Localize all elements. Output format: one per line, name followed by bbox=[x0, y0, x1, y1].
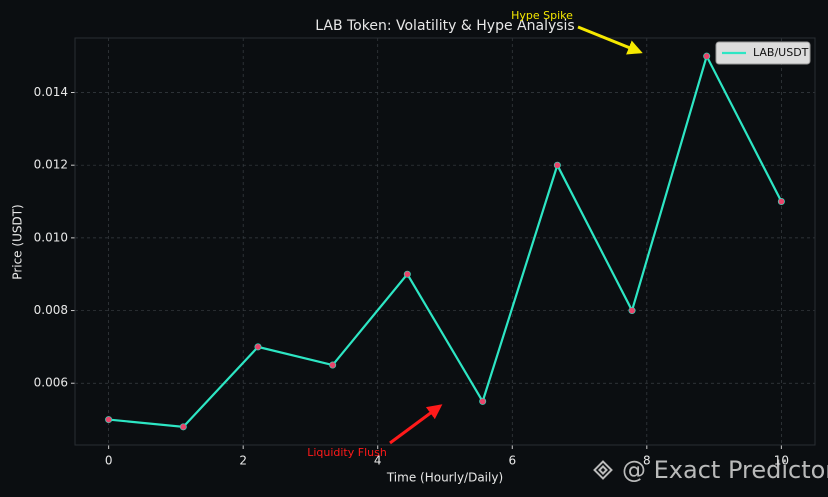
x-tick-label: 4 bbox=[374, 454, 382, 468]
point bbox=[777, 198, 785, 206]
x-tick-label: 2 bbox=[239, 454, 247, 468]
y-tick-label: 0.010 bbox=[34, 230, 68, 244]
point bbox=[553, 161, 561, 169]
y-tick-label: 0.008 bbox=[34, 303, 68, 317]
point bbox=[479, 397, 487, 405]
watermark-icon bbox=[593, 460, 613, 480]
annotation-text: Liquidity Flush bbox=[307, 446, 387, 459]
legend-box bbox=[715, 41, 811, 65]
point bbox=[254, 343, 262, 351]
annotation-arrow bbox=[577, 25, 643, 55]
y-tick-label: 0.012 bbox=[34, 158, 68, 172]
watermark: @ Exact Predictor bbox=[622, 456, 828, 484]
annotation-arrow bbox=[389, 404, 443, 445]
y-tick-label: 0.014 bbox=[34, 85, 68, 99]
annotation-text: Hype Spike bbox=[511, 9, 573, 22]
y-axis-label: Price (USDT) bbox=[11, 204, 25, 279]
x-tick-label: 10 bbox=[774, 454, 789, 468]
point bbox=[105, 416, 113, 424]
point bbox=[179, 423, 187, 431]
line bbox=[108, 53, 783, 428]
chart-title: LAB Token: Volatility & Hype Analysis bbox=[315, 18, 574, 34]
point bbox=[628, 307, 636, 315]
point bbox=[703, 52, 711, 60]
plot-frame bbox=[74, 37, 816, 446]
y-tick-label: 0.006 bbox=[34, 376, 68, 390]
x-tick-label: 0 bbox=[105, 454, 113, 468]
x-tick-label: 6 bbox=[508, 454, 516, 468]
point bbox=[403, 270, 411, 278]
x-tick-label: 8 bbox=[643, 454, 651, 468]
legend-label: LAB/USDT bbox=[753, 46, 809, 59]
x-axis-label: Time (Hourly/Daily) bbox=[386, 471, 503, 485]
point bbox=[329, 361, 337, 369]
